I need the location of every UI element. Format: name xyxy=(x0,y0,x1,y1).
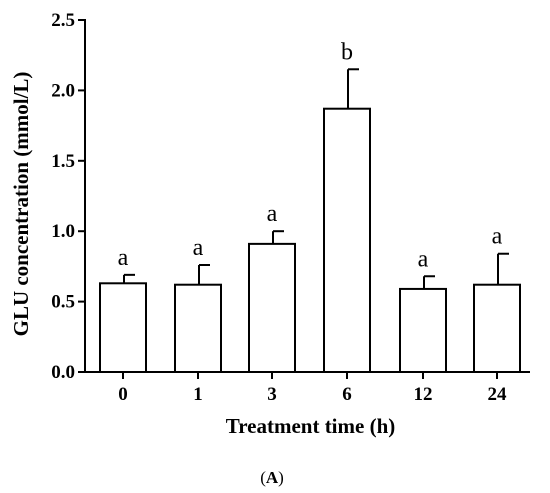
x-tick-label: 6 xyxy=(342,384,352,405)
y-tick-label: 0.0 xyxy=(51,362,75,383)
bar xyxy=(323,107,371,373)
x-tick-label: 12 xyxy=(414,384,433,405)
y-tick-label: 2.0 xyxy=(51,80,75,101)
significance-label: b xyxy=(341,39,353,65)
bars-group: a a a b a a xyxy=(99,39,521,374)
x-tick-label: 1 xyxy=(193,384,203,405)
y-tick-label: 1.0 xyxy=(51,221,75,242)
x-tick-label: 3 xyxy=(267,384,277,405)
y-tick-label: 1.5 xyxy=(51,151,75,172)
bar xyxy=(399,287,447,374)
y-axis-title: GLU concentration (mmol/L) xyxy=(9,72,33,337)
panel-label-open: ( xyxy=(260,468,266,487)
significance-label: a xyxy=(418,246,429,272)
significance-label: a xyxy=(118,245,129,271)
y-axis-ticks: 0.0 0.5 1.0 1.5 2.0 2.5 xyxy=(51,10,85,383)
bar xyxy=(174,283,222,374)
panel-label: (A) xyxy=(260,468,284,487)
significance-label: a xyxy=(193,235,204,261)
panel-label-close: ) xyxy=(278,468,284,487)
bar xyxy=(248,242,296,373)
x-axis-title: Treatment time (h) xyxy=(226,414,396,438)
x-tick-label: 24 xyxy=(488,384,508,405)
significance-label: a xyxy=(267,201,278,227)
significance-label: a xyxy=(492,224,503,250)
panel-label-letter: A xyxy=(266,468,279,487)
x-tick-label: 0 xyxy=(118,384,128,405)
x-axis-ticks: 0 1 3 6 12 24 xyxy=(118,372,507,405)
bar xyxy=(473,283,521,374)
bar xyxy=(99,282,147,373)
y-tick-label: 0.5 xyxy=(51,292,75,313)
y-tick-label: 2.5 xyxy=(51,10,75,31)
